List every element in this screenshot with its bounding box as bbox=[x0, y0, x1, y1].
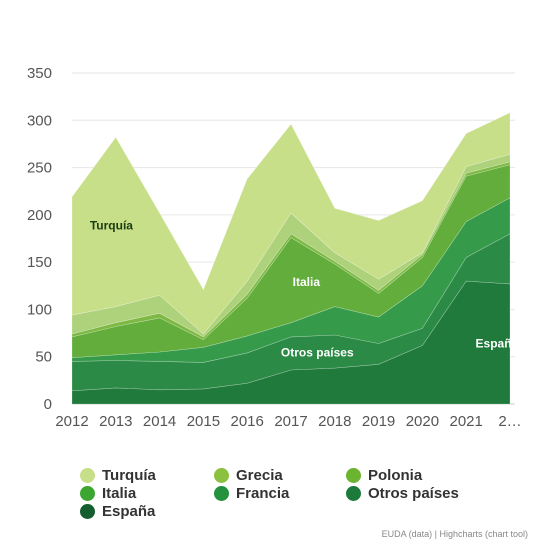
y-tick-label: 0 bbox=[44, 396, 52, 413]
legend-label: Francia bbox=[236, 484, 290, 502]
legend-marker-icon bbox=[346, 467, 361, 483]
legend-marker-icon bbox=[80, 485, 95, 501]
series-areas bbox=[71, 112, 511, 405]
legend-item-turquía[interactable]: Turquía bbox=[80, 466, 156, 484]
series-area-otros-países[interactable] bbox=[71, 233, 511, 392]
credits[interactable]: EUDA (data) | Highcharts (chart tool) bbox=[381, 529, 528, 539]
series-area-grecia[interactable] bbox=[71, 153, 511, 338]
x-tick-label: 2014 bbox=[143, 413, 176, 430]
y-axis-ticks: 0 50 100 150 200 250 300 350 bbox=[27, 65, 52, 413]
y-tick-label: 350 bbox=[27, 65, 52, 82]
x-tick-label: 2019 bbox=[362, 413, 395, 430]
x-axis-ticks: 2012 2013 2014 2015 2016 2017 2018 2019 2020 2021… bbox=[55, 413, 521, 430]
series-area-francia[interactable] bbox=[71, 197, 511, 363]
x-tick-label: 2018 bbox=[318, 413, 351, 430]
y-tick-label: 50 bbox=[35, 349, 52, 366]
legend-label: Italia bbox=[102, 484, 137, 502]
x-tick-label: 2… bbox=[498, 413, 521, 430]
legend-item-otros-países[interactable]: Otros países bbox=[346, 484, 459, 502]
x-tick-label: 2015 bbox=[187, 413, 220, 430]
area-labels: Turquía Italia Otros países España bbox=[90, 218, 519, 359]
legend-label: España bbox=[102, 502, 156, 520]
x-tick-label: 2012 bbox=[55, 413, 88, 430]
legend-item-italia[interactable]: Italia bbox=[80, 484, 136, 502]
area-label-italia: Italia bbox=[293, 275, 321, 289]
x-tick-label: 2016 bbox=[231, 413, 264, 430]
legend-item-grecia[interactable]: Grecia bbox=[214, 466, 283, 484]
legend-marker-icon bbox=[80, 467, 95, 483]
legend-item-polonia[interactable]: Polonia bbox=[346, 466, 422, 484]
legend-label: Turquía bbox=[102, 466, 156, 484]
y-tick-label: 100 bbox=[27, 301, 52, 318]
area-label-turquía: Turquía bbox=[90, 218, 133, 232]
series-area-españa[interactable] bbox=[71, 280, 511, 405]
area-label-españa: España bbox=[476, 337, 519, 351]
y-tick-label: 150 bbox=[27, 254, 52, 271]
legend-marker-icon bbox=[346, 485, 361, 501]
legend-item-francia[interactable]: Francia bbox=[214, 484, 289, 502]
legend-label: Otros países bbox=[368, 484, 459, 502]
y-tick-label: 200 bbox=[27, 207, 52, 224]
x-tick-label: 2021 bbox=[450, 413, 483, 430]
x-tick-label: 2013 bbox=[99, 413, 132, 430]
y-tick-label: 300 bbox=[27, 112, 52, 129]
legend-marker-icon bbox=[214, 485, 229, 501]
legend-marker-icon bbox=[214, 467, 229, 483]
x-tick-label: 2017 bbox=[274, 413, 307, 430]
x-tick-label: 2020 bbox=[406, 413, 439, 430]
series-area-italia[interactable] bbox=[71, 164, 511, 359]
area-label-otros-países: Otros países bbox=[281, 345, 354, 359]
legend-marker-icon bbox=[80, 503, 95, 519]
y-tick-label: 250 bbox=[27, 160, 52, 177]
legend-item-españa[interactable]: España bbox=[80, 502, 155, 520]
legend-label: Grecia bbox=[236, 466, 283, 484]
series-area-polonia[interactable] bbox=[71, 161, 511, 341]
legend-label: Polonia bbox=[368, 466, 423, 484]
series-area-turquía[interactable] bbox=[71, 112, 511, 335]
